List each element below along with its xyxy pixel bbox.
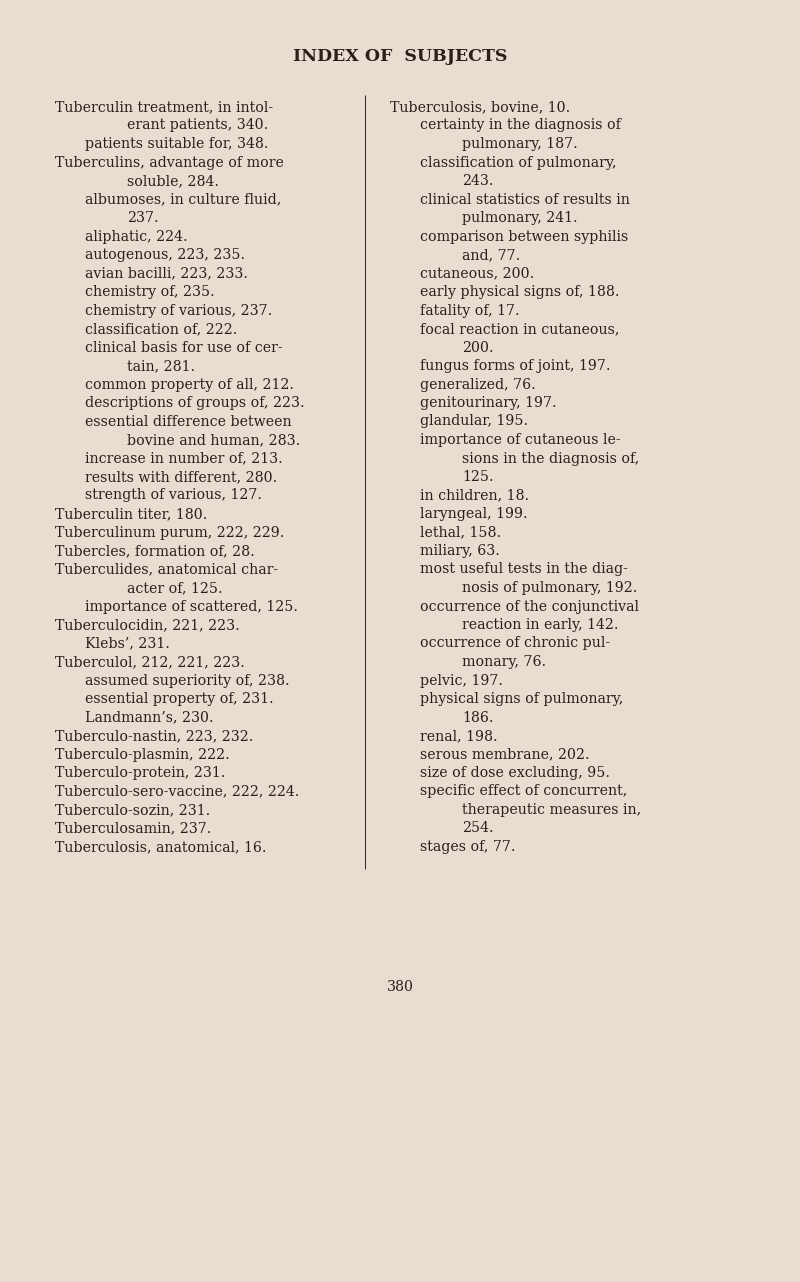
Text: Klebs’, 231.: Klebs’, 231. [85, 636, 170, 650]
Text: strength of various, 127.: strength of various, 127. [85, 488, 262, 503]
Text: physical signs of pulmonary,: physical signs of pulmonary, [420, 692, 623, 706]
Text: importance of scattered, 125.: importance of scattered, 125. [85, 600, 298, 614]
Text: stages of, 77.: stages of, 77. [420, 840, 515, 854]
Text: autogenous, 223, 235.: autogenous, 223, 235. [85, 247, 245, 262]
Text: soluble, 284.: soluble, 284. [127, 174, 219, 188]
Text: descriptions of groups of, 223.: descriptions of groups of, 223. [85, 396, 305, 410]
Text: Tuberculo-sozin, 231.: Tuberculo-sozin, 231. [55, 803, 210, 817]
Text: classification of pulmonary,: classification of pulmonary, [420, 155, 617, 169]
Text: 186.: 186. [462, 710, 494, 724]
Text: size of dose excluding, 95.: size of dose excluding, 95. [420, 767, 610, 779]
Text: chemistry of, 235.: chemistry of, 235. [85, 285, 214, 299]
Text: fatality of, 17.: fatality of, 17. [420, 304, 520, 318]
Text: importance of cutaneous le-: importance of cutaneous le- [420, 433, 621, 447]
Text: albumoses, in culture fluid,: albumoses, in culture fluid, [85, 192, 282, 206]
Text: clinical basis for use of cer-: clinical basis for use of cer- [85, 341, 282, 355]
Text: INDEX OF  SUBJECTS: INDEX OF SUBJECTS [293, 47, 507, 65]
Text: 237.: 237. [127, 212, 158, 226]
Text: reaction in early, 142.: reaction in early, 142. [462, 618, 618, 632]
Text: results with different, 280.: results with different, 280. [85, 470, 278, 485]
Text: Tuberculin treatment, in intol-: Tuberculin treatment, in intol- [55, 100, 273, 114]
Text: 380: 380 [386, 979, 414, 994]
Text: early physical signs of, 188.: early physical signs of, 188. [420, 285, 619, 299]
Text: pelvic, 197.: pelvic, 197. [420, 673, 503, 687]
Text: Tuberculo-sero-vaccine, 222, 224.: Tuberculo-sero-vaccine, 222, 224. [55, 785, 299, 799]
Text: classification of, 222.: classification of, 222. [85, 322, 238, 336]
Text: Tuberculosamin, 237.: Tuberculosamin, 237. [55, 822, 211, 836]
Text: certainty in the diagnosis of: certainty in the diagnosis of [420, 118, 621, 132]
Text: common property of all, 212.: common property of all, 212. [85, 377, 294, 391]
Text: Tuberculo-nastin, 223, 232.: Tuberculo-nastin, 223, 232. [55, 729, 254, 744]
Text: specific effect of concurrent,: specific effect of concurrent, [420, 785, 627, 799]
Text: increase in number of, 213.: increase in number of, 213. [85, 451, 282, 465]
Text: occurrence of chronic pul-: occurrence of chronic pul- [420, 636, 610, 650]
Text: 243.: 243. [462, 174, 494, 188]
Text: Tuberculosis, bovine, 10.: Tuberculosis, bovine, 10. [390, 100, 570, 114]
Text: miliary, 63.: miliary, 63. [420, 544, 500, 558]
Text: most useful tests in the diag-: most useful tests in the diag- [420, 563, 628, 577]
Text: Tuberculo-plasmin, 222.: Tuberculo-plasmin, 222. [55, 747, 230, 762]
Text: Tuberculins, advantage of more: Tuberculins, advantage of more [55, 155, 284, 169]
Text: lethal, 158.: lethal, 158. [420, 526, 501, 540]
Text: Landmann’s, 230.: Landmann’s, 230. [85, 710, 214, 724]
Text: generalized, 76.: generalized, 76. [420, 377, 536, 391]
Text: 125.: 125. [462, 470, 494, 485]
Text: laryngeal, 199.: laryngeal, 199. [420, 506, 528, 520]
Text: essential difference between: essential difference between [85, 414, 292, 428]
Text: patients suitable for, 348.: patients suitable for, 348. [85, 137, 269, 151]
Text: glandular, 195.: glandular, 195. [420, 414, 528, 428]
Text: monary, 76.: monary, 76. [462, 655, 546, 669]
Text: Tuberculosis, anatomical, 16.: Tuberculosis, anatomical, 16. [55, 840, 266, 854]
Text: Tuberculo-protein, 231.: Tuberculo-protein, 231. [55, 767, 226, 779]
Text: assumed superiority of, 238.: assumed superiority of, 238. [85, 673, 290, 687]
Text: Tuberculol, 212, 221, 223.: Tuberculol, 212, 221, 223. [55, 655, 245, 669]
Text: nosis of pulmonary, 192.: nosis of pulmonary, 192. [462, 581, 638, 595]
Text: bovine and human, 283.: bovine and human, 283. [127, 433, 300, 447]
Text: cutaneous, 200.: cutaneous, 200. [420, 267, 534, 281]
Text: Tubercles, formation of, 28.: Tubercles, formation of, 28. [55, 544, 254, 558]
Text: therapeutic measures in,: therapeutic measures in, [462, 803, 641, 817]
Text: essential property of, 231.: essential property of, 231. [85, 692, 274, 706]
Text: clinical statistics of results in: clinical statistics of results in [420, 192, 630, 206]
Text: sions in the diagnosis of,: sions in the diagnosis of, [462, 451, 639, 465]
Text: fungus forms of joint, 197.: fungus forms of joint, 197. [420, 359, 610, 373]
Text: renal, 198.: renal, 198. [420, 729, 498, 744]
Text: comparison between syphilis: comparison between syphilis [420, 229, 628, 244]
Text: chemistry of various, 237.: chemistry of various, 237. [85, 304, 272, 318]
Text: genitourinary, 197.: genitourinary, 197. [420, 396, 557, 410]
Text: tain, 281.: tain, 281. [127, 359, 195, 373]
Text: Tuberculinum purum, 222, 229.: Tuberculinum purum, 222, 229. [55, 526, 284, 540]
Text: occurrence of the conjunctival: occurrence of the conjunctival [420, 600, 639, 614]
Text: pulmonary, 187.: pulmonary, 187. [462, 137, 578, 151]
Text: erant patients, 340.: erant patients, 340. [127, 118, 268, 132]
Text: Tuberculides, anatomical char-: Tuberculides, anatomical char- [55, 563, 278, 577]
Text: aliphatic, 224.: aliphatic, 224. [85, 229, 188, 244]
Text: Tuberculin titer, 180.: Tuberculin titer, 180. [55, 506, 207, 520]
Text: in children, 18.: in children, 18. [420, 488, 529, 503]
Text: focal reaction in cutaneous,: focal reaction in cutaneous, [420, 322, 619, 336]
Text: and, 77.: and, 77. [462, 247, 520, 262]
Text: Tuberculocidin, 221, 223.: Tuberculocidin, 221, 223. [55, 618, 240, 632]
Text: serous membrane, 202.: serous membrane, 202. [420, 747, 590, 762]
Text: pulmonary, 241.: pulmonary, 241. [462, 212, 578, 226]
Text: 200.: 200. [462, 341, 494, 355]
Text: acter of, 125.: acter of, 125. [127, 581, 222, 595]
Text: avian bacilli, 223, 233.: avian bacilli, 223, 233. [85, 267, 248, 281]
Text: 254.: 254. [462, 822, 494, 836]
